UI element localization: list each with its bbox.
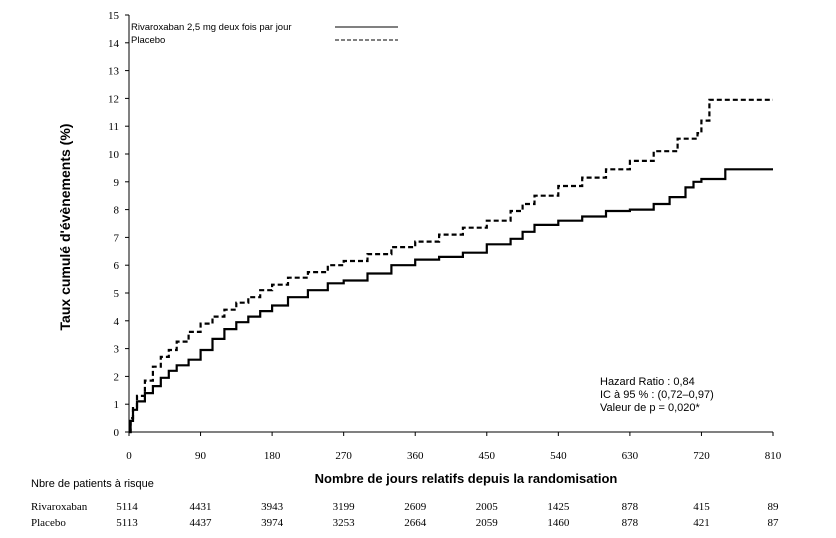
risk-cell: 4431 [190, 501, 212, 513]
risk-cell: 3974 [261, 517, 284, 529]
y-tick-label: 8 [114, 205, 120, 217]
risk-cell: 415 [693, 501, 710, 513]
risk-cell: 2005 [476, 501, 499, 513]
y-tick-label: 5 [114, 288, 120, 300]
y-tick-label: 12 [108, 93, 119, 105]
risk-row-label: Placebo [31, 517, 66, 529]
x-tick-label: 810 [765, 450, 782, 462]
x-axis-label: Nombre de jours relatifs depuis la rando… [315, 471, 618, 486]
y-tick-label: 11 [108, 121, 119, 133]
y-tick-label: 10 [108, 149, 120, 161]
risk-cell: 87 [768, 517, 780, 529]
risk-cell: 2664 [404, 517, 427, 529]
risk-cell: 3199 [333, 501, 356, 513]
y-tick-label: 0 [114, 427, 120, 439]
y-tick-label: 9 [114, 177, 120, 189]
x-tick-label: 450 [479, 450, 496, 462]
risk-cell: 5114 [116, 501, 138, 513]
risk-cell: 878 [622, 517, 639, 529]
y-tick-label: 3 [114, 344, 120, 356]
rivaroxaban-curve [129, 168, 773, 434]
x-tick-label: 180 [264, 450, 281, 462]
y-tick-label: 1 [114, 399, 120, 411]
risk-cell: 1425 [547, 501, 570, 513]
x-tick-label: 630 [622, 450, 639, 462]
x-tick-label: 720 [693, 450, 710, 462]
legend-label: Rivaroxaban 2,5 mg deux fois par jour [131, 22, 292, 33]
y-tick-label: 4 [114, 316, 120, 328]
risk-cell: 3253 [333, 517, 356, 529]
risk-cell: 878 [622, 501, 639, 513]
x-tick-label: 540 [550, 450, 567, 462]
series-group [129, 98, 773, 434]
legend: Rivaroxaban 2,5 mg deux fois par jour Pla… [131, 22, 398, 46]
y-tick-label: 6 [114, 260, 120, 272]
risk-row-label: Rivaroxaban [31, 501, 88, 513]
risk-cell: 1460 [547, 517, 570, 529]
x-tick-label: 270 [335, 450, 352, 462]
risk-cell: 2059 [476, 517, 499, 529]
placebo-curve [129, 98, 773, 434]
risk-cell: 4437 [190, 517, 213, 529]
risk-cell: 5113 [116, 517, 138, 529]
y-axis-label: Taux cumulé d'évènements (%) [57, 124, 73, 331]
risk-cell: 2609 [404, 501, 427, 513]
stats-line: Hazard Ratio : 0,84 [600, 376, 695, 388]
stats-line: IC à 95 % : (0,72–0,97) [600, 389, 714, 401]
risk-cell: 3943 [261, 501, 284, 513]
legend-label: Placebo [131, 35, 165, 46]
x-tick-label: 0 [126, 450, 132, 462]
risk-table-title: Nbre de patients à risque [31, 478, 154, 490]
risk-cell: 89 [768, 501, 780, 513]
y-tick-label: 15 [108, 10, 120, 22]
stats-line: Valeur de p = 0,020* [600, 402, 701, 414]
y-tick-label: 13 [108, 66, 120, 78]
y-tick-label: 7 [114, 232, 120, 244]
risk-cell: 421 [693, 517, 710, 529]
x-tick-label: 90 [195, 450, 207, 462]
y-tick-label: 2 [114, 371, 120, 383]
risk-table: Nbre de patients à risque Rivaroxaban 5114… [31, 478, 779, 529]
x-tick-label: 360 [407, 450, 424, 462]
y-tick-label: 14 [108, 38, 120, 50]
